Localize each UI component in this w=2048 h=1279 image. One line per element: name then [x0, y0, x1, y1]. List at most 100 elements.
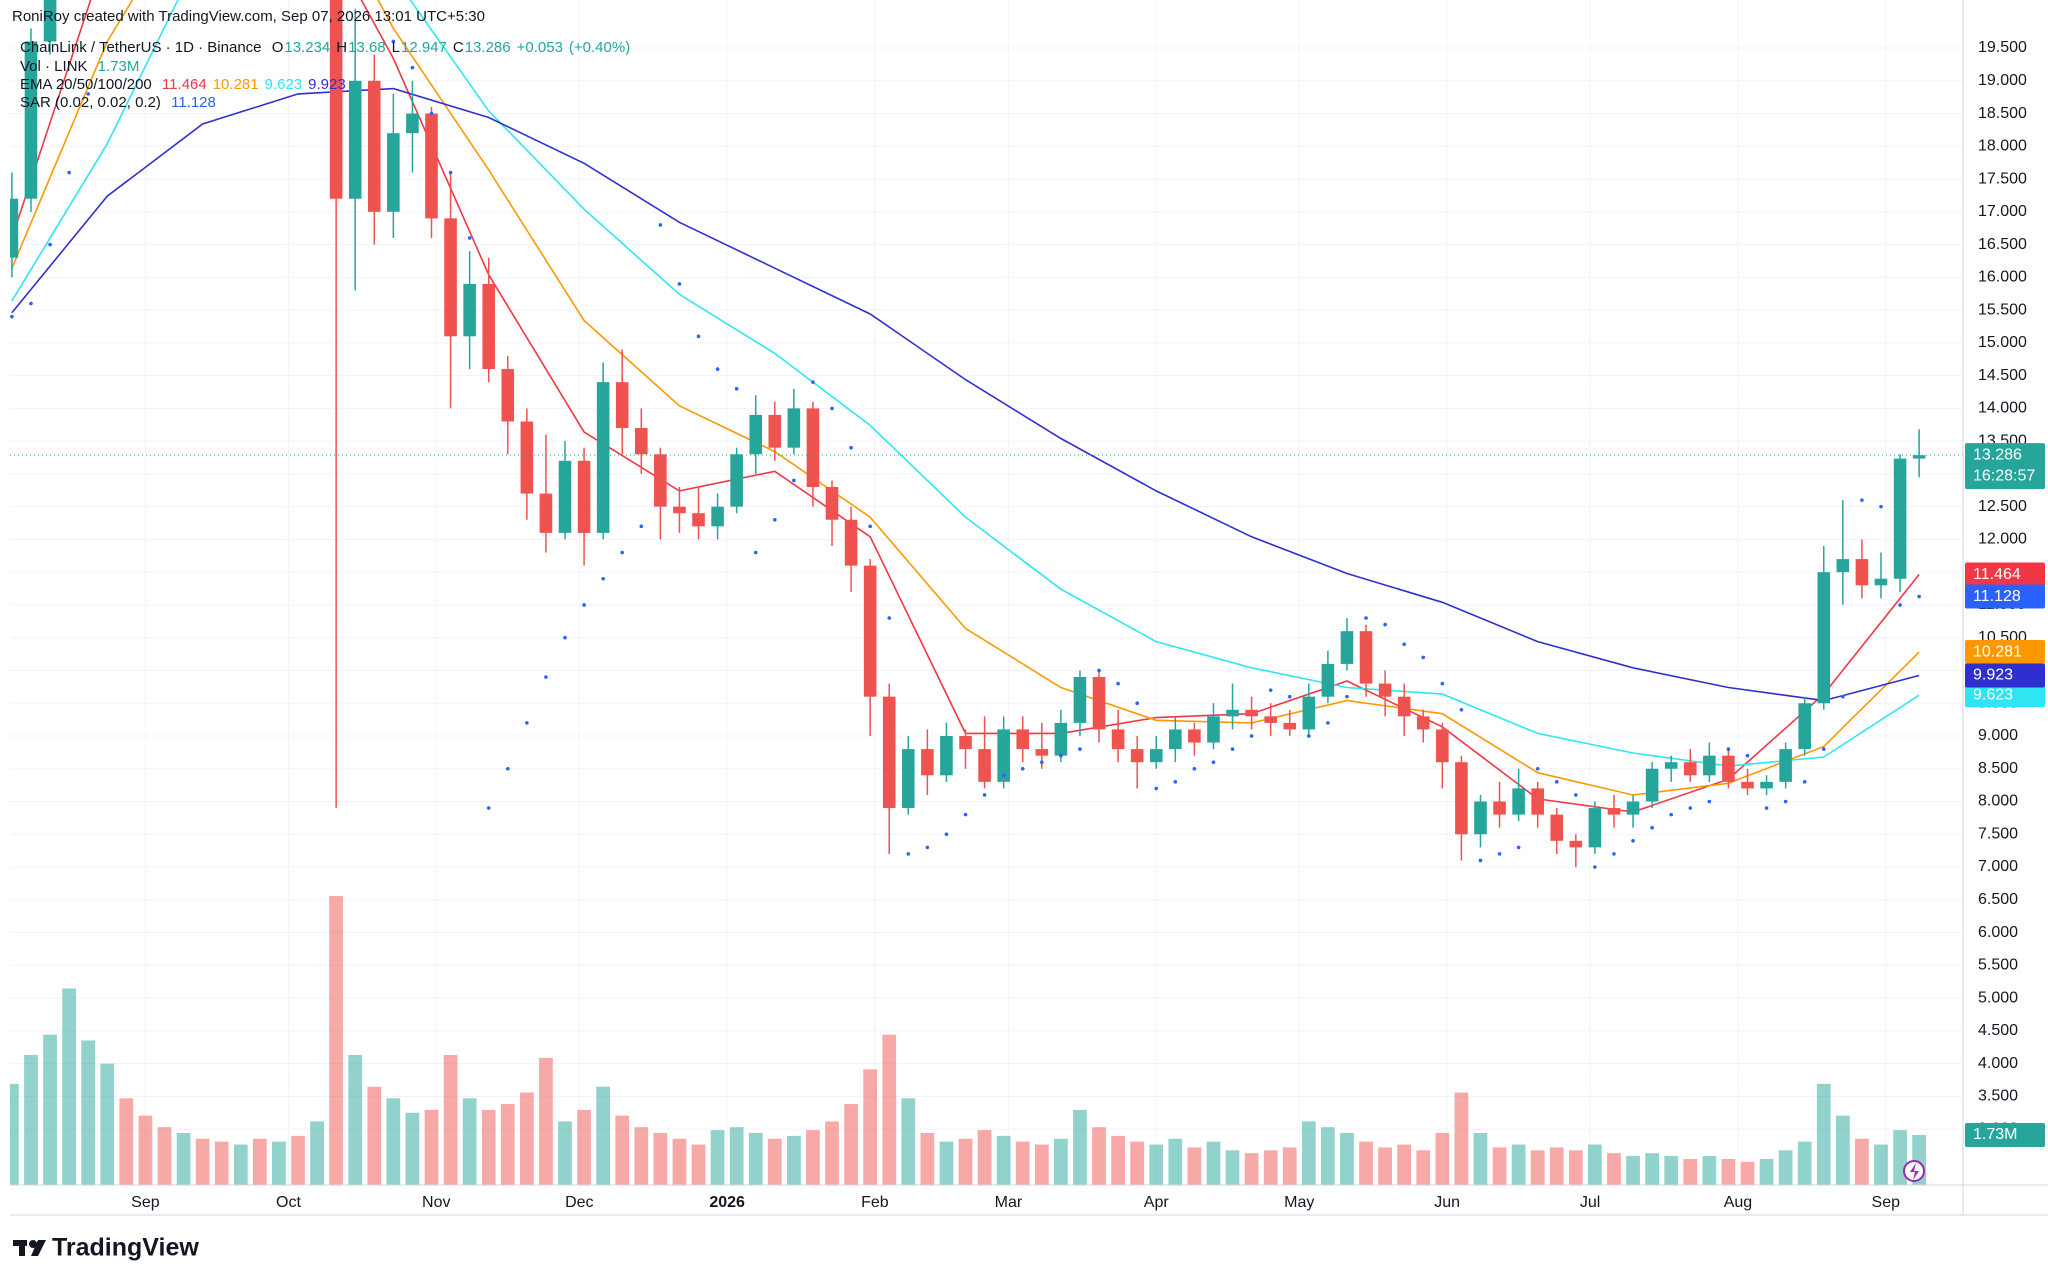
volume-bar	[1149, 1144, 1164, 1185]
price-badge	[1965, 683, 2045, 708]
volume-bar	[558, 1121, 572, 1185]
y-tick-label: 3.500	[1978, 1088, 2018, 1105]
candle-body	[1798, 703, 1811, 750]
volume-bar	[1092, 1127, 1106, 1185]
volume-bar	[806, 1130, 820, 1185]
sar-dot	[1116, 681, 1120, 686]
sar-dot	[1745, 753, 1750, 758]
price-badge-label: 11.128	[1973, 588, 2021, 605]
volume-bar	[1759, 1158, 1774, 1185]
sar-dot	[1860, 498, 1864, 502]
volume-bar	[1397, 1144, 1412, 1185]
volume-bar	[1321, 1127, 1335, 1185]
x-tick-label: Nov	[422, 1194, 450, 1211]
sar-dot	[486, 806, 491, 810]
volume-bar	[214, 1141, 229, 1185]
sar-dot	[1040, 760, 1044, 764]
volume-bar	[1568, 1150, 1583, 1185]
sar-dot	[1516, 845, 1521, 850]
ohlc-label: L	[391, 39, 400, 56]
sar-dot	[658, 223, 663, 227]
ohlc-value: 12.947	[400, 39, 447, 56]
ohlc-label: C	[452, 39, 464, 56]
sar-dot	[1402, 642, 1406, 647]
volume-bar	[462, 1098, 477, 1185]
legend-volume: Vol · LINK 1.73M	[20, 58, 145, 76]
y-tick-label: 16.000	[1978, 269, 2027, 286]
candle-body	[902, 749, 915, 809]
sar-dot	[1707, 799, 1712, 804]
volume-bar	[844, 1104, 858, 1185]
sar-dot	[772, 517, 777, 522]
volume-bar	[901, 1098, 916, 1185]
alert-bolt	[1910, 1163, 1919, 1180]
candle-body	[1436, 729, 1449, 763]
volume-bar	[367, 1086, 382, 1185]
sar-dot	[1230, 747, 1235, 751]
y-tick-label: 5.500	[1978, 957, 2018, 974]
candle-body	[1226, 709, 1239, 717]
x-tick-label: Jul	[1580, 1194, 1600, 1211]
volume-bar	[1454, 1092, 1469, 1185]
candle-body	[711, 506, 724, 527]
ema-title: EMA 20/50/100/200	[20, 76, 152, 93]
sar-dot	[1917, 594, 1921, 599]
candle-body	[406, 113, 419, 134]
countdown: 16:28:57	[1973, 467, 2035, 484]
volume-bar	[1645, 1153, 1659, 1185]
y-tick-label: 9.000	[1978, 727, 2018, 744]
ema-value: 9.623	[264, 76, 303, 93]
y-tick-label: 16.500	[1978, 236, 2027, 253]
candle-body	[1016, 729, 1030, 750]
volume-bar	[1282, 1147, 1297, 1185]
volume-bar	[424, 1109, 439, 1185]
sar-dot	[1078, 747, 1082, 751]
sar-dot	[715, 367, 720, 371]
candle-body	[425, 113, 438, 219]
candle-body	[921, 749, 934, 776]
candle-body	[1855, 559, 1869, 586]
candle-body	[24, 41, 38, 199]
volume-bar	[519, 1092, 534, 1185]
volume-bar	[1073, 1109, 1087, 1185]
sar-dot	[1593, 865, 1597, 869]
volume-bar	[1359, 1141, 1373, 1185]
logo-mark	[29, 1240, 37, 1248]
y-tick-label: 19.000	[1978, 72, 2027, 89]
sar-dot	[1841, 694, 1845, 699]
candle-body	[1893, 458, 1907, 579]
volume-bar	[1816, 1083, 1831, 1185]
volume-bar	[62, 988, 76, 1185]
sar-dot	[1612, 852, 1616, 856]
volume-bar	[1855, 1138, 1869, 1185]
candle-body	[1111, 729, 1125, 750]
legend-sar: SAR (0.02, 0.02, 0.2) 11.128	[20, 94, 222, 112]
sar-dot	[982, 793, 987, 797]
volume-bar	[100, 1063, 115, 1185]
candle-body	[482, 283, 496, 370]
candle-body	[1130, 749, 1144, 763]
candle-body	[692, 513, 705, 527]
sar-dot	[1879, 504, 1883, 509]
candle-body	[1455, 762, 1468, 835]
logo: TradingView	[13, 1234, 199, 1262]
candle-body	[577, 460, 591, 533]
candle-body	[1645, 768, 1659, 802]
y-tick-label: 12.500	[1978, 498, 2027, 515]
candle-body	[882, 696, 896, 809]
y-tick-label: 6.500	[1978, 891, 2018, 908]
sar-dot	[868, 524, 872, 529]
candle-body	[463, 283, 476, 337]
volume-title: Vol · LINK	[20, 58, 88, 75]
candle-body	[10, 198, 19, 258]
sar-dot	[1669, 812, 1673, 817]
volume-bar	[1054, 1138, 1068, 1185]
volume-bar	[195, 1138, 210, 1185]
plot-layer	[10, 0, 1963, 1185]
y-tick-label: 5.000	[1978, 989, 2018, 1006]
sar-dot	[1135, 701, 1139, 706]
change-pct: (+0.40%)	[568, 39, 631, 56]
sar-dot	[1211, 760, 1216, 764]
candle-body	[1169, 729, 1182, 750]
